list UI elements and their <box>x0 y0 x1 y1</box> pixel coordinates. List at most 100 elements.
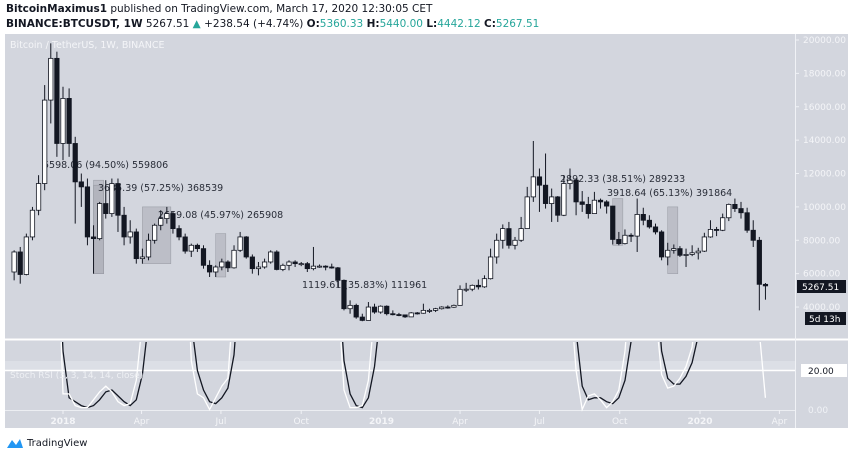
candle-down <box>249 256 255 270</box>
candle-down <box>66 98 72 144</box>
low-label: L: <box>426 18 438 30</box>
symbol: BINANCE:BTCUSDT, 1W <box>6 18 143 30</box>
last-price-tag <box>797 280 846 293</box>
candle-down <box>732 203 738 209</box>
x-tick-label: Apr <box>772 417 788 427</box>
candle-up <box>408 312 414 318</box>
stoch-band <box>5 361 795 370</box>
candle-down <box>738 208 744 214</box>
candle-up <box>695 250 701 254</box>
candle-down <box>133 231 139 260</box>
indicator-label: Stoch RSI (3, 3, 14, 14, close) <box>10 371 143 381</box>
candle-down <box>396 314 402 316</box>
y-tick-label: 6000.00 <box>803 270 840 280</box>
open-label: O: <box>306 18 320 30</box>
candle-down <box>677 248 683 256</box>
candle-up <box>347 304 353 310</box>
candle-up <box>707 229 714 238</box>
candle-up <box>634 214 640 237</box>
candle-down <box>445 306 451 309</box>
candle-up <box>549 196 555 204</box>
candle-down <box>323 265 329 268</box>
published-text: published on TradingView.com, March 17, … <box>110 3 433 15</box>
candle-down <box>750 229 756 241</box>
x-tick-label: Apr <box>452 417 468 427</box>
candle-down <box>225 261 231 269</box>
tradingview-logo[interactable]: TradingView <box>6 437 87 449</box>
x-tick-label: 2019 <box>369 417 394 427</box>
candle-up <box>378 305 384 313</box>
candle-down <box>646 219 652 228</box>
last-price: 5267.51 <box>145 18 190 30</box>
candle-up <box>286 261 292 266</box>
candle-down <box>176 228 182 238</box>
tradingview-logo-icon <box>7 439 23 448</box>
measurement-label: 5598.06 (94.50%) 559806 <box>43 160 168 171</box>
candle-up <box>469 284 475 290</box>
candle-up <box>457 288 463 306</box>
candle-up <box>310 265 317 270</box>
candle-up <box>591 199 598 214</box>
measurement-label: 2892.33 (38.51%) 289233 <box>560 174 685 185</box>
open-value: 5360.33 <box>319 18 364 30</box>
measurement-box <box>667 206 679 274</box>
candle-up <box>426 309 433 312</box>
candle-up <box>268 251 274 263</box>
candle-down <box>359 316 365 321</box>
candle-up <box>127 231 133 238</box>
candle-down <box>170 213 176 229</box>
candle-up <box>463 288 469 291</box>
candle-up <box>665 249 671 258</box>
candle-down <box>573 179 579 203</box>
y-tick-label: 18000.00 <box>803 69 846 79</box>
stoch-zero-label: 0.00 <box>808 406 828 416</box>
candle-down <box>616 239 622 245</box>
candle-down <box>390 313 396 316</box>
x-tick-label: Oct <box>612 417 628 427</box>
candle-down <box>121 214 127 238</box>
candle-up <box>280 264 286 270</box>
candle-down <box>652 226 659 233</box>
candle-up <box>439 306 445 310</box>
candle-up <box>109 183 115 214</box>
candle-down <box>402 314 408 318</box>
candle-down <box>762 283 769 287</box>
price-change: +238.54 (+4.74%) <box>204 18 304 30</box>
candle-up <box>524 196 530 229</box>
candle-up <box>219 261 225 268</box>
candle-up <box>689 252 695 255</box>
candle-up <box>42 99 48 184</box>
author-name[interactable]: BitcoinMaximus1 <box>6 3 108 15</box>
candle-down <box>274 251 280 270</box>
y-tick-label: 14000.00 <box>803 136 846 146</box>
candle-up <box>188 244 194 252</box>
candle-up <box>145 239 152 258</box>
candle-down <box>115 183 121 216</box>
candle-up <box>316 265 323 268</box>
candle-up <box>518 228 524 241</box>
candle-down <box>585 203 591 214</box>
y-tick-label: 10000.00 <box>803 203 846 213</box>
x-tick-label: Jul <box>533 417 545 427</box>
candle-down <box>659 231 665 258</box>
x-tick-label: Apr <box>134 417 150 427</box>
low-value: 4442.12 <box>437 18 481 30</box>
candle-up <box>231 249 237 269</box>
publish-info: BitcoinMaximus1 published on TradingView… <box>6 3 432 15</box>
candle-up <box>35 183 42 211</box>
candle-down <box>542 184 549 204</box>
candle-up <box>298 263 304 266</box>
candle-up <box>622 234 628 245</box>
stoch-level-tag <box>801 364 847 377</box>
high-label: H: <box>366 18 380 30</box>
candle-up <box>433 308 439 311</box>
triangle-up-icon: ▲ <box>192 18 201 30</box>
candle-up <box>720 217 726 231</box>
candle-down <box>555 196 561 216</box>
stoch-d-line <box>61 342 698 409</box>
candle-down <box>414 312 420 315</box>
candle-up <box>481 278 488 288</box>
candle-up <box>365 306 372 321</box>
candle-up <box>671 248 677 251</box>
